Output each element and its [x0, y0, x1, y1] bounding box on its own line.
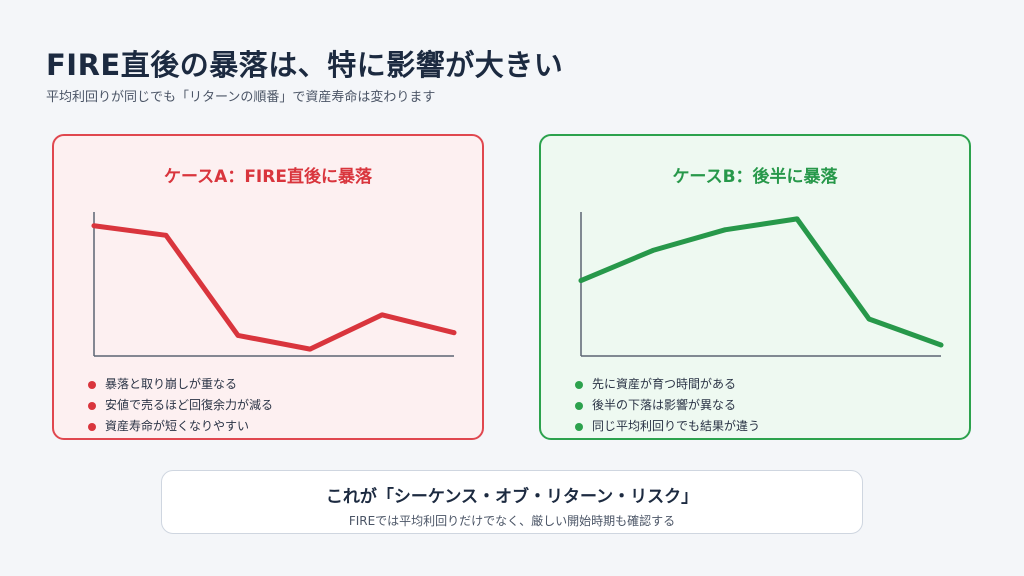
case-a-bullet: 安値で売るほど回復余力が減る: [88, 395, 273, 416]
case-b-data-point: [650, 248, 656, 253]
case-b-data-point: [578, 278, 584, 283]
case-b-bullet: 同じ平均利回りでも結果が違う: [575, 416, 760, 437]
case-b-bullet: 先に資産が育つ時間がある: [575, 374, 760, 395]
case-b-bullet-list: 先に資産が育つ時間がある 後半の下落は影響が異なる 同じ平均利回りでも結果が違う: [575, 374, 760, 437]
conclusion-box: これが「シーケンス・オブ・リターン・リスク」 FIREでは平均利回りだけでなく、…: [161, 470, 863, 534]
page-subtitle: 平均利回りが同じでも「リターンの順番」で資産寿命は変わります: [46, 90, 436, 105]
case-a-data-point: [91, 223, 97, 229]
case-b-bullet: 後半の下落は影響が異なる: [575, 395, 760, 416]
bullet-dot-icon: [575, 380, 583, 389]
conclusion-title: これが「シーケンス・オブ・リターン・リスク」: [325, 487, 699, 507]
case-b-chart: [578, 212, 944, 357]
case-a-title: ケースA：FIRE直後に暴落: [164, 167, 372, 187]
conclusion-subtitle: FIREでは平均利回りだけでなく、厳しい開始時期も確認する: [348, 514, 676, 528]
case-a-card: ケースA：FIRE直後に暴落 暴落と取り崩しが重なる 安値で売るほど回復余力が減…: [52, 134, 484, 440]
case-a-data-point: [307, 346, 313, 352]
bullet-dot-icon: [88, 380, 96, 389]
case-b-data-point: [794, 216, 800, 222]
page-title: FIRE直後の暴落は、特に影響が大きい: [46, 48, 564, 82]
case-a-data-point: [163, 232, 169, 238]
case-b-card: ケースB：後半に暴落 先に資産が育つ時間がある 後半の下落は影響が異なる 同じ平…: [539, 134, 971, 440]
case-a-bullet: 資産寿命が短くなりやすい: [88, 416, 273, 437]
case-b-data-point: [722, 227, 728, 233]
bullet-dot-icon: [88, 401, 96, 410]
case-b-series-line: [578, 216, 944, 348]
bullet-dot-icon: [575, 422, 583, 431]
case-a-data-point: [451, 330, 457, 336]
case-a-bullet-list: 暴落と取り崩しが重なる 安値で売るほど回復余力が減る 資産寿命が短くなりやすい: [88, 374, 273, 437]
bullet-dot-icon: [575, 401, 583, 410]
case-a-bullet: 暴落と取り崩しが重なる: [88, 374, 273, 395]
case-a-data-point: [235, 333, 241, 338]
case-a-data-point: [379, 312, 385, 318]
case-b-data-point: [866, 316, 872, 322]
case-a-series-line: [91, 223, 457, 352]
bullet-dot-icon: [88, 422, 96, 431]
case-b-data-point: [938, 342, 944, 348]
case-b-title: ケースB：後半に暴落: [672, 167, 838, 187]
case-a-chart: [91, 212, 457, 357]
